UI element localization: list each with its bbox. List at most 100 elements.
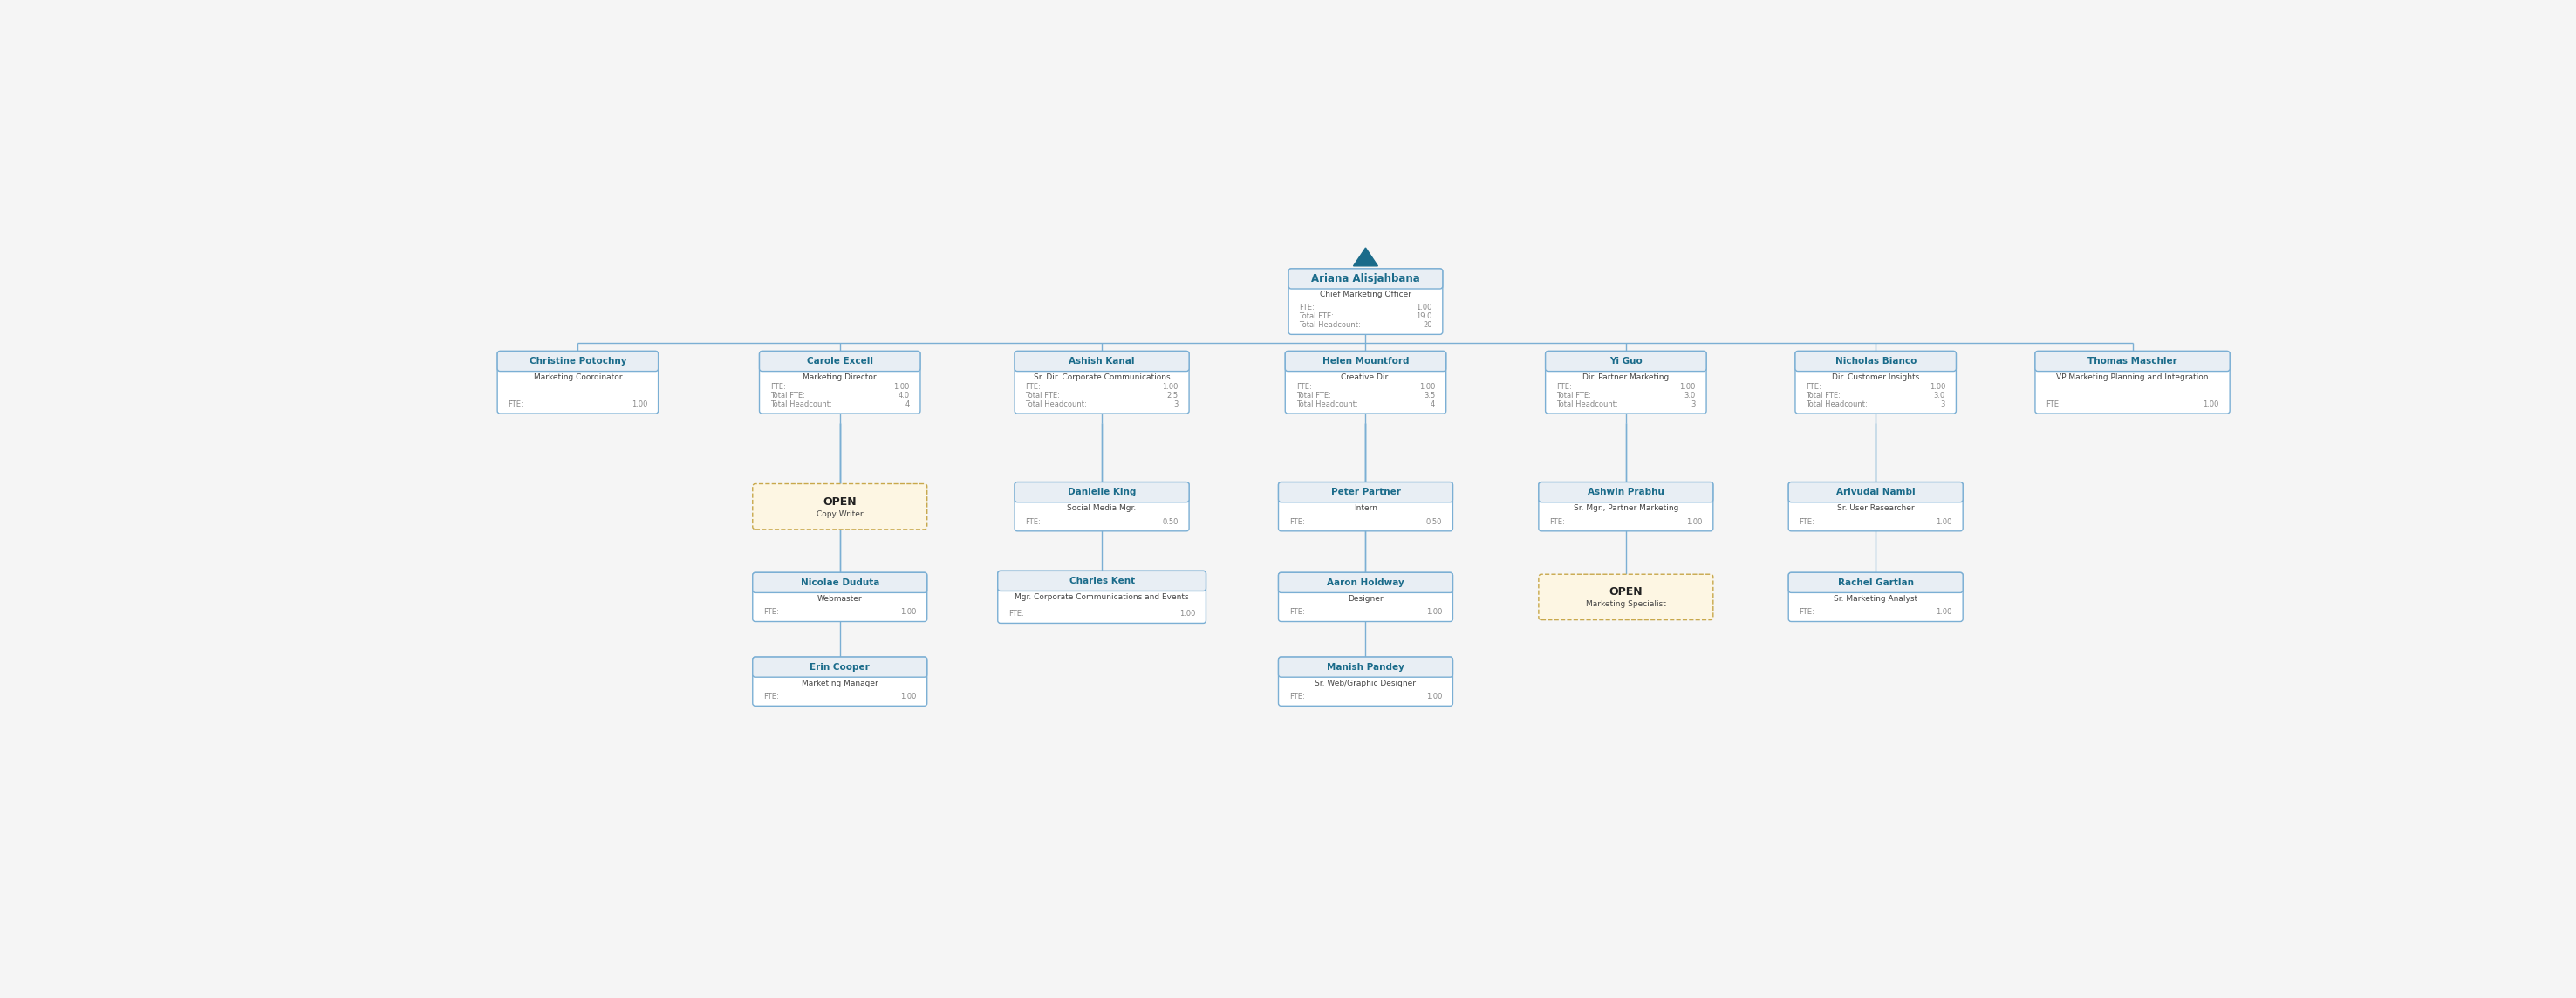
Bar xyxy=(1280,667,1450,675)
Text: Creative Dir.: Creative Dir. xyxy=(1342,373,1391,381)
Text: FTE:: FTE: xyxy=(1025,383,1041,390)
FancyBboxPatch shape xyxy=(1788,482,1963,502)
Text: 1.00: 1.00 xyxy=(1427,608,1443,616)
Text: Chief Marketing Officer: Chief Marketing Officer xyxy=(1319,290,1412,298)
Text: Designer: Designer xyxy=(1347,595,1383,603)
Text: FTE:: FTE: xyxy=(1288,693,1303,701)
Text: 1.00: 1.00 xyxy=(1180,610,1195,618)
Text: Total Headcount:: Total Headcount: xyxy=(1298,321,1360,329)
FancyBboxPatch shape xyxy=(2035,351,2231,413)
Text: FTE:: FTE: xyxy=(507,400,523,408)
FancyBboxPatch shape xyxy=(1538,574,1713,620)
Text: Nicolae Duduta: Nicolae Duduta xyxy=(801,578,878,587)
Bar xyxy=(1018,361,1188,368)
Text: Mgr. Corporate Communications and Events: Mgr. Corporate Communications and Events xyxy=(1015,593,1190,601)
FancyBboxPatch shape xyxy=(1788,573,1963,622)
Text: FTE:: FTE: xyxy=(770,383,786,390)
Text: Christine Potochny: Christine Potochny xyxy=(528,357,626,365)
Text: FTE:: FTE: xyxy=(762,693,778,701)
Text: Total Headcount:: Total Headcount: xyxy=(770,400,832,408)
Text: 1.00: 1.00 xyxy=(1929,383,1945,390)
Text: Total Headcount:: Total Headcount: xyxy=(1296,400,1358,408)
Text: 19.0: 19.0 xyxy=(1417,312,1432,320)
FancyBboxPatch shape xyxy=(1015,351,1190,413)
Text: 1.00: 1.00 xyxy=(894,383,909,390)
Text: Marketing Specialist: Marketing Specialist xyxy=(1587,601,1667,608)
FancyBboxPatch shape xyxy=(1285,351,1445,371)
Text: Arivudai Nambi: Arivudai Nambi xyxy=(1837,488,1914,497)
Bar xyxy=(999,581,1203,589)
Text: Copy Writer: Copy Writer xyxy=(817,510,863,518)
Bar xyxy=(762,361,917,368)
FancyBboxPatch shape xyxy=(1278,482,1453,531)
Text: FTE:: FTE: xyxy=(1288,608,1303,616)
Bar xyxy=(500,361,654,368)
Text: 4: 4 xyxy=(904,400,909,408)
Text: Marketing Director: Marketing Director xyxy=(804,373,876,381)
Text: 3: 3 xyxy=(1175,400,1177,408)
FancyBboxPatch shape xyxy=(752,657,927,706)
Text: 3.5: 3.5 xyxy=(1425,391,1435,399)
Bar xyxy=(1018,492,1188,500)
FancyBboxPatch shape xyxy=(752,573,927,593)
Text: Intern: Intern xyxy=(1355,504,1378,512)
Text: Helen Mountford: Helen Mountford xyxy=(1321,357,1409,365)
Bar xyxy=(2038,361,2228,368)
Bar xyxy=(1790,583,1960,590)
Text: OPEN: OPEN xyxy=(1610,587,1643,598)
FancyBboxPatch shape xyxy=(1015,482,1190,502)
Text: Total FTE:: Total FTE: xyxy=(1556,391,1592,399)
Text: FTE:: FTE: xyxy=(1806,383,1821,390)
FancyBboxPatch shape xyxy=(1788,573,1963,593)
Text: Ariana Alisjahbana: Ariana Alisjahbana xyxy=(1311,273,1419,284)
FancyBboxPatch shape xyxy=(2035,351,2231,371)
Text: 1.00: 1.00 xyxy=(899,608,917,616)
FancyBboxPatch shape xyxy=(1288,268,1443,288)
Text: Total FTE:: Total FTE: xyxy=(1298,312,1334,320)
Text: Sr. Mgr., Partner Marketing: Sr. Mgr., Partner Marketing xyxy=(1574,504,1680,512)
Bar xyxy=(1280,492,1450,500)
Bar xyxy=(1798,361,1953,368)
Text: 3.0: 3.0 xyxy=(1685,391,1695,399)
FancyBboxPatch shape xyxy=(752,573,927,622)
Bar xyxy=(1548,361,1703,368)
Text: 0.50: 0.50 xyxy=(1427,518,1443,526)
FancyBboxPatch shape xyxy=(497,351,659,371)
Text: 1.00: 1.00 xyxy=(1937,518,1953,526)
Text: 1.00: 1.00 xyxy=(631,400,647,408)
Text: Nicholas Bianco: Nicholas Bianco xyxy=(1834,357,1917,365)
FancyBboxPatch shape xyxy=(1015,482,1190,531)
Text: FTE:: FTE: xyxy=(1288,518,1303,526)
Text: 1.00: 1.00 xyxy=(2202,400,2218,408)
Text: Aaron Holdway: Aaron Holdway xyxy=(1327,578,1404,587)
Text: FTE:: FTE: xyxy=(762,608,778,616)
Polygon shape xyxy=(1352,248,1378,265)
FancyBboxPatch shape xyxy=(1788,482,1963,531)
Bar xyxy=(755,583,925,590)
FancyBboxPatch shape xyxy=(752,484,927,529)
FancyBboxPatch shape xyxy=(760,351,920,413)
FancyBboxPatch shape xyxy=(1538,482,1713,531)
Text: 3: 3 xyxy=(1940,400,1945,408)
Text: Marketing Manager: Marketing Manager xyxy=(801,680,878,687)
Text: Sr. User Researcher: Sr. User Researcher xyxy=(1837,504,1914,512)
Text: FTE:: FTE: xyxy=(1010,610,1025,618)
Text: Yi Guo: Yi Guo xyxy=(1610,357,1643,365)
Text: Total FTE:: Total FTE: xyxy=(1025,391,1061,399)
Text: 1.00: 1.00 xyxy=(1687,518,1703,526)
Text: 0.50: 0.50 xyxy=(1162,518,1177,526)
FancyBboxPatch shape xyxy=(1278,657,1453,677)
Bar xyxy=(1790,492,1960,500)
Text: 1.00: 1.00 xyxy=(1417,303,1432,311)
Text: 1.00: 1.00 xyxy=(1162,383,1177,390)
FancyBboxPatch shape xyxy=(1795,351,1955,371)
FancyBboxPatch shape xyxy=(1278,573,1453,593)
Text: OPEN: OPEN xyxy=(822,496,858,507)
Text: Manish Pandey: Manish Pandey xyxy=(1327,663,1404,672)
Bar xyxy=(1288,361,1443,368)
Text: 2.5: 2.5 xyxy=(1167,391,1177,399)
Bar xyxy=(755,667,925,675)
Text: Social Media Mgr.: Social Media Mgr. xyxy=(1066,504,1136,512)
Text: 3: 3 xyxy=(1690,400,1695,408)
Text: Dir. Customer Insights: Dir. Customer Insights xyxy=(1832,373,1919,381)
